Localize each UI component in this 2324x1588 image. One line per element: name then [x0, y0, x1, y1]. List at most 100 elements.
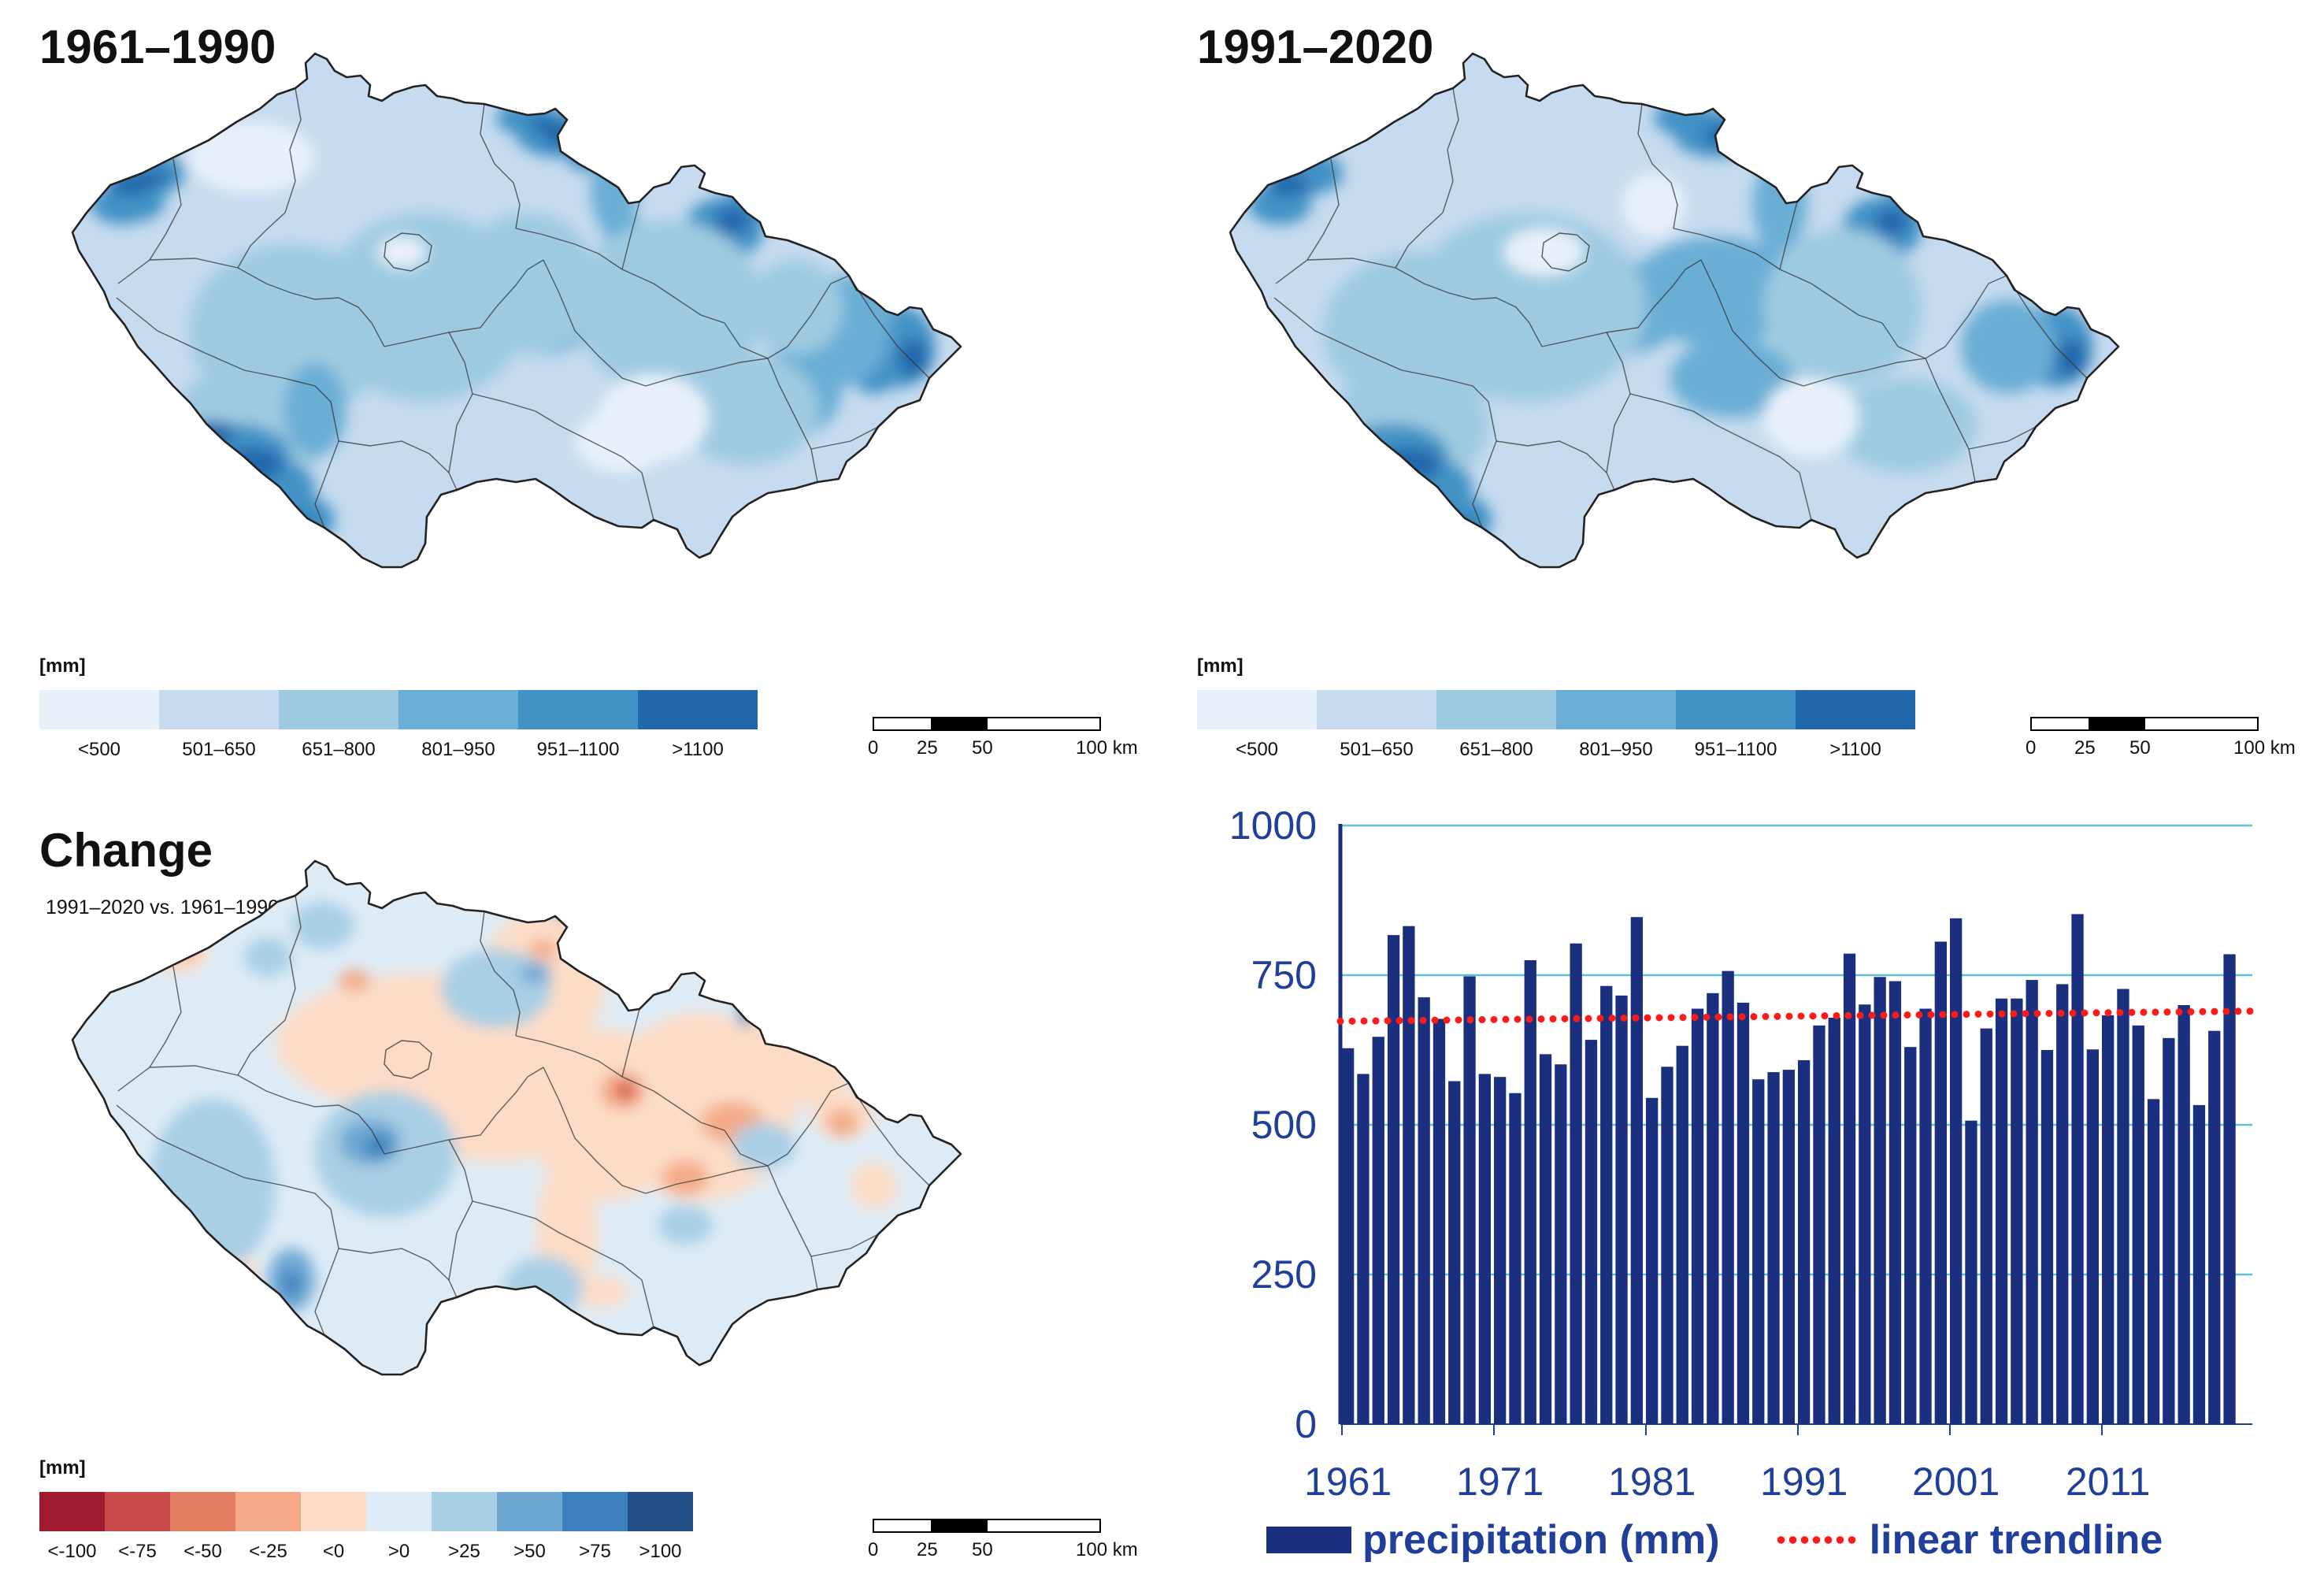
legend-label: >1100: [672, 739, 724, 760]
map-region-patch: [715, 206, 750, 235]
region-border: [1779, 201, 1798, 270]
precip-legend: <500 501–650 651–800 801–950 951–1100 >1100: [39, 690, 758, 760]
legend-label: 651–800: [302, 739, 376, 760]
scale-bar-tick: 100 km: [1076, 1539, 1138, 1560]
panel-title: Change: [39, 824, 213, 877]
map-region-patch: [244, 937, 291, 977]
legend-swatch: >50: [497, 1492, 562, 1562]
legend-swatch-trendline: [1774, 1536, 1859, 1544]
map-region-patch: [529, 117, 558, 132]
legend-swatch: <-25: [235, 1492, 301, 1562]
bar: [2102, 1015, 2115, 1424]
bar: [1600, 985, 1613, 1424]
bar: [2208, 1030, 2221, 1424]
y-tick-label: 0: [1295, 1402, 1317, 1446]
legend-label: 801–950: [421, 739, 495, 760]
region-border: [480, 103, 521, 229]
bar: [1691, 1008, 1704, 1424]
scale-bar-tick: 25: [917, 737, 938, 759]
bar: [2147, 1099, 2160, 1424]
region-border: [645, 1153, 788, 1194]
region-border: [787, 1082, 850, 1155]
map-region-patch: [898, 339, 929, 378]
region-border: [767, 358, 818, 483]
legend-swatch: 651–800: [279, 690, 398, 760]
bar: [1433, 1018, 1446, 1424]
region-border: [787, 275, 850, 347]
bar: [1570, 943, 1582, 1424]
region-border: [237, 895, 302, 1076]
legend-unit: [mm]: [39, 655, 86, 677]
region-border: [621, 1008, 640, 1078]
region-border: [384, 259, 544, 347]
legend-swatch: >75: [562, 1492, 628, 1562]
bar: [2056, 984, 2069, 1424]
legend-label: >0: [387, 1541, 410, 1562]
x-tick-label: 2011: [2066, 1460, 2151, 1504]
bar: [1630, 917, 1643, 1424]
region-border: [237, 1074, 385, 1155]
scale-bar-segment: [2089, 718, 2145, 729]
legend-label: <-25: [249, 1541, 287, 1562]
bar: [1372, 1037, 1384, 1424]
map-region-borders: [116, 895, 930, 1336]
map-region-borders: [116, 87, 930, 529]
region-border: [1496, 440, 1615, 491]
bar: [1995, 998, 2008, 1424]
map-field: [1248, 101, 2093, 547]
region-border: [117, 966, 182, 1092]
bar: [2011, 998, 2023, 1424]
legend-swatch: 951–1100: [1676, 690, 1796, 760]
map-region-patch: [658, 1205, 713, 1245]
map-field: [150, 902, 898, 1327]
region-border: [515, 1035, 623, 1078]
bar: [1888, 981, 1902, 1424]
bar: [2117, 989, 2129, 1424]
scale-bar-tick: 0: [868, 737, 879, 759]
y-tick-label: 500: [1251, 1103, 1317, 1147]
region-border: [116, 297, 339, 529]
map-region-patch: [282, 1271, 301, 1297]
map-region-patch: [1835, 378, 1977, 473]
bar: [1357, 1074, 1370, 1424]
panel-change: Change 1991–2020 vs. 1961–1990 [mm] <-10…: [0, 811, 1181, 1588]
map-czechia: [71, 859, 962, 1376]
legend-label: <-100: [47, 1541, 97, 1562]
legend-swatch: 501–650: [159, 690, 279, 760]
map-region-patch: [457, 213, 599, 354]
country-outline: [71, 859, 962, 1376]
region-border: [338, 440, 458, 491]
map-region-patch: [662, 1160, 709, 1195]
scale-bar-tick: 50: [972, 737, 993, 759]
map-region-patch: [364, 1135, 392, 1157]
bar: [1782, 1070, 1795, 1424]
panel-title: 1961–1990: [39, 20, 276, 73]
region-border: [1803, 346, 1946, 387]
legend-label: >75: [579, 1541, 611, 1562]
panel-1991-2020: 1991–2020 [mm] <500 501–650 651–800 801–950…: [1158, 0, 2323, 780]
map-region-patch: [291, 902, 354, 949]
x-tick-label: 1981: [1608, 1460, 1696, 1504]
bar: [1615, 995, 1628, 1424]
bar: [1965, 1120, 1977, 1424]
legend-label: >50: [513, 1541, 546, 1562]
scale-bar-segment: [931, 1520, 988, 1531]
region-border: [117, 158, 182, 284]
map-group: [71, 859, 962, 1376]
region-border: [384, 1067, 544, 1155]
region-border: [810, 426, 879, 450]
panel-subtitle: 1991–2020 vs. 1961–1990: [46, 896, 280, 918]
scale-bar-tick: 100 km: [2233, 737, 2296, 759]
bar: [1828, 1017, 1840, 1424]
map-region-patch: [575, 410, 669, 473]
country-outline: [71, 52, 962, 569]
bar: [1752, 1079, 1765, 1424]
bar: [1585, 1040, 1598, 1424]
scale-bar-tick: 50: [972, 1539, 993, 1560]
region-border: [1307, 258, 1396, 269]
bar: [1919, 1008, 1932, 1424]
bar: [2192, 1104, 2206, 1424]
legend-swatch: 801–950: [1556, 690, 1676, 760]
map-region-patch: [339, 970, 370, 992]
map-region-patch: [378, 236, 425, 268]
